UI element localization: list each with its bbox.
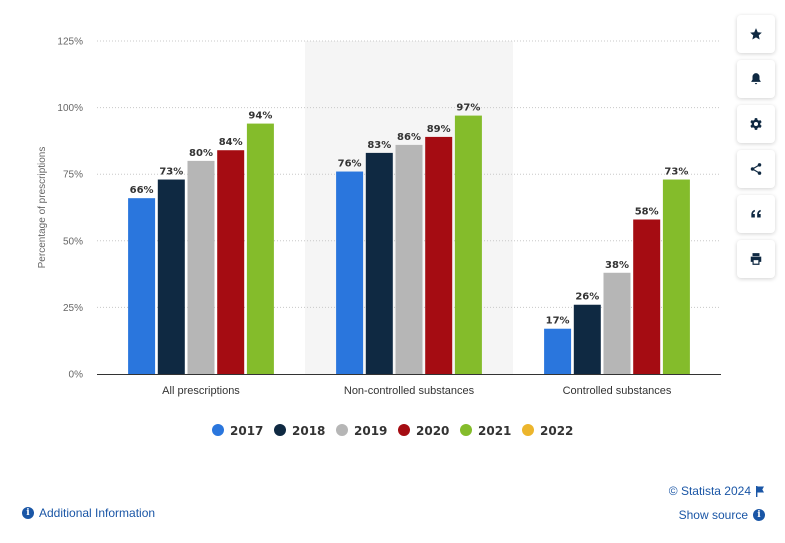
bar-2019[interactable]	[603, 272, 631, 374]
y-tick-label: 75%	[63, 170, 83, 181]
gear-icon	[750, 118, 762, 130]
y-axis-label: Percentage of prescriptions	[37, 147, 48, 269]
data-label: 84%	[219, 137, 243, 148]
data-label: 26%	[575, 292, 599, 303]
bell-icon	[751, 73, 761, 85]
show-source-button[interactable]: Show source i	[679, 508, 765, 522]
x-category-label: All prescriptions	[162, 385, 240, 397]
info-icon: i	[753, 509, 765, 521]
legend-label: 2019	[354, 424, 387, 438]
bar-2018[interactable]	[157, 179, 185, 374]
legend-item-2019[interactable]: 2019	[336, 424, 387, 438]
quote-icon	[751, 209, 761, 218]
y-tick-label: 25%	[63, 303, 83, 314]
y-tick-label: 50%	[63, 236, 83, 247]
data-labels: 66% 73% 80% 84% 94% 76% 83% 86% 89% 97% 17% 26% 38% 5…	[130, 103, 689, 327]
bar-2020[interactable]	[217, 150, 245, 374]
data-label: 38%	[605, 260, 629, 271]
copyright-link[interactable]: © Statista 2024	[669, 484, 765, 498]
x-category-label: Non-controlled substances	[344, 385, 475, 397]
legend-label: 2018	[292, 424, 325, 438]
y-tick-label: 125%	[57, 37, 83, 48]
legend-label: 2020	[416, 424, 449, 438]
legend: 2017 2018 2019 2020 2021 2022	[212, 424, 573, 438]
data-label: 66%	[130, 185, 154, 196]
additional-information-button[interactable]: i Additional Information	[22, 506, 155, 520]
bar-2021[interactable]	[662, 179, 690, 374]
bar-2021[interactable]	[246, 123, 274, 374]
bar-2017[interactable]	[336, 171, 364, 374]
data-label: 76%	[338, 159, 362, 170]
bar-2019[interactable]	[395, 144, 423, 374]
y-tick-label: 0%	[69, 370, 84, 381]
bar-2018[interactable]	[365, 152, 393, 374]
toolbar	[737, 15, 775, 285]
data-label: 73%	[159, 167, 183, 178]
bar-2019[interactable]	[187, 160, 215, 374]
legend-marker	[522, 424, 534, 436]
data-label: 17%	[546, 316, 570, 327]
legend-item-2017[interactable]: 2017	[212, 424, 263, 438]
share-button[interactable]	[737, 150, 775, 188]
flag-icon	[756, 485, 764, 497]
legend-item-2021[interactable]: 2021	[460, 424, 511, 438]
data-label: 73%	[664, 167, 688, 178]
legend-label: 2022	[540, 424, 573, 438]
legend-item-2020[interactable]: 2020	[398, 424, 449, 438]
x-category-label: Controlled substances	[563, 385, 672, 397]
legend-marker	[336, 424, 348, 436]
legend-marker	[212, 424, 224, 436]
bar-2017[interactable]	[544, 328, 572, 374]
y-axis-ticks: 0% 25% 50% 75% 100% 125%	[57, 37, 83, 381]
bar-2020[interactable]	[633, 219, 661, 374]
bar-2018[interactable]	[573, 304, 601, 374]
legend-label: 2017	[230, 424, 263, 438]
y-tick-label: 100%	[57, 103, 83, 114]
show-source-label: Show source	[678, 508, 748, 522]
bar-2020[interactable]	[425, 136, 453, 374]
data-label: 94%	[248, 111, 272, 122]
cite-button[interactable]	[737, 195, 775, 233]
share-icon	[750, 163, 762, 175]
data-label: 86%	[397, 132, 421, 143]
bars	[128, 115, 690, 374]
legend-marker	[398, 424, 410, 436]
legend-label: 2021	[478, 424, 511, 438]
print-icon	[750, 253, 762, 265]
bar-2017[interactable]	[128, 198, 156, 374]
x-axis-categories: All prescriptions Non-controlled substanc…	[162, 385, 672, 397]
print-button[interactable]	[737, 240, 775, 278]
favorite-button[interactable]	[737, 15, 775, 53]
legend-marker	[274, 424, 286, 436]
data-label: 89%	[427, 124, 451, 135]
info-icon: i	[22, 507, 34, 519]
star-icon	[750, 28, 762, 40]
settings-button[interactable]	[737, 105, 775, 143]
copyright-text: © Statista 2024	[668, 484, 751, 498]
bar-2021[interactable]	[454, 115, 482, 374]
data-label: 97%	[456, 103, 480, 114]
data-label: 58%	[635, 206, 659, 217]
legend-item-2022[interactable]: 2022	[522, 424, 573, 438]
legend-marker	[460, 424, 472, 436]
data-label: 80%	[189, 148, 213, 159]
data-label: 83%	[367, 140, 391, 151]
notification-button[interactable]	[737, 60, 775, 98]
additional-information-label: Additional Information	[39, 506, 156, 520]
legend-item-2018[interactable]: 2018	[274, 424, 325, 438]
